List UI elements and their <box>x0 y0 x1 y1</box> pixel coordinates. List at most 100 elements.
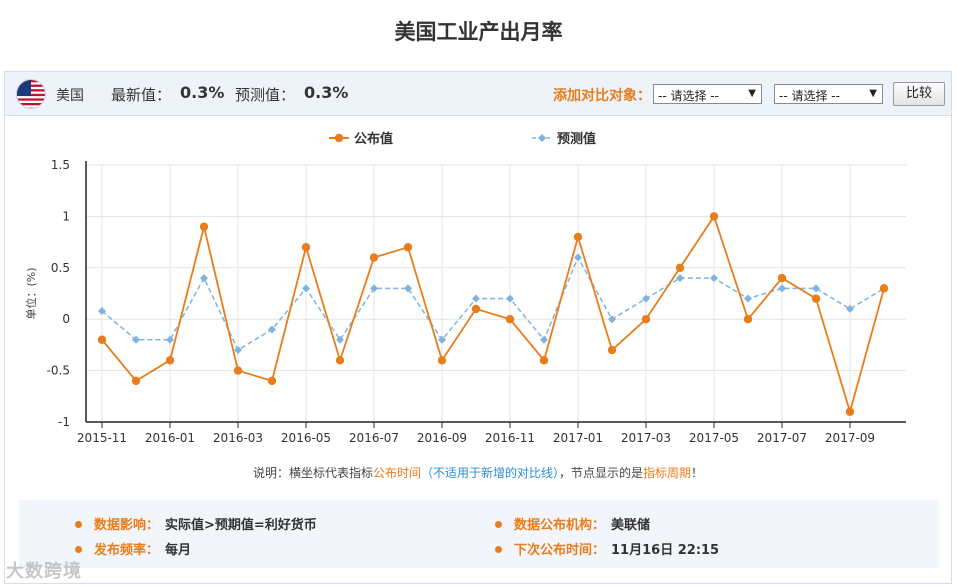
actual-point <box>369 253 379 262</box>
y-axis-label: 单位：(%) <box>24 267 38 319</box>
page-title: 美国工业产出月率 <box>394 20 563 44</box>
note-text-6: ！ <box>691 466 704 480</box>
y-tick-label: -1 <box>58 415 70 429</box>
actual-point <box>607 345 617 355</box>
actual-point <box>301 243 311 252</box>
x-tick-label: 2017-01 <box>553 431 603 445</box>
compare-select-2[interactable]: -- 请选择 -- ▼ <box>774 84 883 104</box>
y-tick-label: 1.5 <box>51 158 70 172</box>
chart-note: 说明：横坐标代表指标公布时间（不适用于新增的对比线），节点显示的是指标周期！ <box>5 464 951 481</box>
compare-select-1[interactable]: -- 请选择 -- ▼ <box>653 84 762 104</box>
forecast-point <box>846 304 854 313</box>
line-chart: 1.5 1 0.5 0 -0.5 -1 2015-11 2016-01 2016-03 2016-… <box>24 131 906 445</box>
legend-forecast-label: 预测值 <box>557 131 596 147</box>
forecast-point <box>336 335 344 344</box>
compare-button[interactable]: 比较 <box>893 82 945 106</box>
forecast-point <box>812 284 820 293</box>
forecast-point <box>506 294 514 303</box>
x-tick-label: 2016-05 <box>281 431 331 445</box>
x-tick-label: 2016-03 <box>213 431 263 445</box>
us-flag-icon <box>16 79 46 109</box>
actual-point <box>165 356 175 365</box>
forecast-point <box>98 306 106 315</box>
legend-forecast-marker <box>538 134 546 142</box>
forecast-point <box>778 284 786 293</box>
actual-point <box>437 356 447 365</box>
bullet-icon <box>75 546 82 553</box>
x-tick-label: 2015-11 <box>77 431 127 445</box>
actual-point <box>573 232 583 242</box>
note-text-4: ，节点显示的是 <box>559 466 644 480</box>
latest-value: 0.3% <box>180 83 225 102</box>
x-tick-label: 2017-07 <box>757 431 807 445</box>
actual-point <box>641 315 651 324</box>
info-impact: 数据影响： 实际值>预期值=利好货币 <box>75 514 317 533</box>
forecast-point <box>744 294 752 303</box>
indicator-header: 美国 最新值： 0.3% 预测值： 0.3% 添加对比对象： -- 请选择 --… <box>5 72 951 116</box>
x-tick-label: 2017-09 <box>825 431 875 445</box>
dropdown-arrow-icon: ▼ <box>869 88 877 99</box>
actual-point <box>335 356 345 365</box>
actual-point <box>267 376 277 386</box>
watermark: 大数跨境 <box>6 561 82 582</box>
note-text-5: 指标周期 <box>643 466 692 480</box>
forecast-point <box>472 294 480 303</box>
forecast-point <box>608 315 616 324</box>
legend-actual-label: 公布值 <box>354 131 393 147</box>
y-tick-label: -0.5 <box>47 364 70 378</box>
bullet-icon <box>495 521 502 528</box>
forecast-value: 0.3% <box>304 83 349 102</box>
actual-point <box>811 294 821 303</box>
y-tick-label: 0.5 <box>51 261 70 275</box>
actual-point <box>199 222 209 231</box>
bullet-icon <box>75 521 82 528</box>
x-tick-label: 2016-01 <box>145 431 195 445</box>
forecast-point <box>200 274 208 283</box>
forecast-value-label: 预测值： <box>235 86 296 104</box>
forecast-point <box>132 335 140 344</box>
add-compare-label: 添加对比对象： <box>553 88 651 104</box>
info-org: 数据公布机构： 美联储 <box>495 514 650 533</box>
actual-point <box>505 315 515 324</box>
x-tick-label: 2016-09 <box>417 431 467 445</box>
forecast-point <box>404 284 412 293</box>
actual-point <box>539 356 549 365</box>
forecast-point <box>540 335 548 344</box>
actual-point <box>131 376 141 386</box>
x-tick-label: 2017-03 <box>621 431 671 445</box>
note-text-1: 说明：横坐标代表指标 <box>252 466 373 480</box>
actual-point <box>845 407 855 416</box>
x-tick-label: 2017-05 <box>689 431 739 445</box>
forecast-point <box>268 325 276 334</box>
info-frequency: 发布频率： 每月 <box>75 539 191 558</box>
bullet-icon <box>495 546 502 553</box>
forecast-point <box>676 274 684 283</box>
x-tick-label: 2016-11 <box>485 431 535 445</box>
series-line-forecast <box>101 255 885 352</box>
legend-actual-marker <box>334 133 344 143</box>
actual-point <box>403 243 413 252</box>
chart-panel: 美国 最新值： 0.3% 预测值： 0.3% 添加对比对象： -- 请选择 --… <box>4 71 952 584</box>
forecast-point <box>710 274 718 283</box>
indicator-info-box: 数据影响： 实际值>预期值=利好货币 数据公布机构： 美联储 发布频率： 每月 下次公… <box>19 500 939 568</box>
actual-point <box>709 212 719 221</box>
country-name: 美国 <box>56 88 84 104</box>
forecast-point <box>166 335 174 344</box>
forecast-point <box>574 253 582 262</box>
x-tick-label: 2016-07 <box>349 431 399 445</box>
actual-point <box>471 304 481 314</box>
actual-point <box>777 273 787 283</box>
note-text-2: 公布时间 <box>372 466 421 480</box>
series-line-actual <box>101 214 885 415</box>
latest-value-label: 最新值： <box>111 86 172 104</box>
forecast-point <box>234 346 242 355</box>
y-tick-label: 1 <box>62 209 70 223</box>
note-text-3: （不适用于新增的对比线） <box>420 466 559 480</box>
forecast-point <box>370 284 378 293</box>
y-tick-label: 0 <box>62 312 70 326</box>
info-next-release: 下次公布时间： 11月16日 22:15 <box>495 539 719 558</box>
actual-point <box>233 366 243 375</box>
forecast-point <box>438 335 446 344</box>
actual-point <box>675 263 685 272</box>
dropdown-arrow-icon: ▼ <box>748 88 756 99</box>
